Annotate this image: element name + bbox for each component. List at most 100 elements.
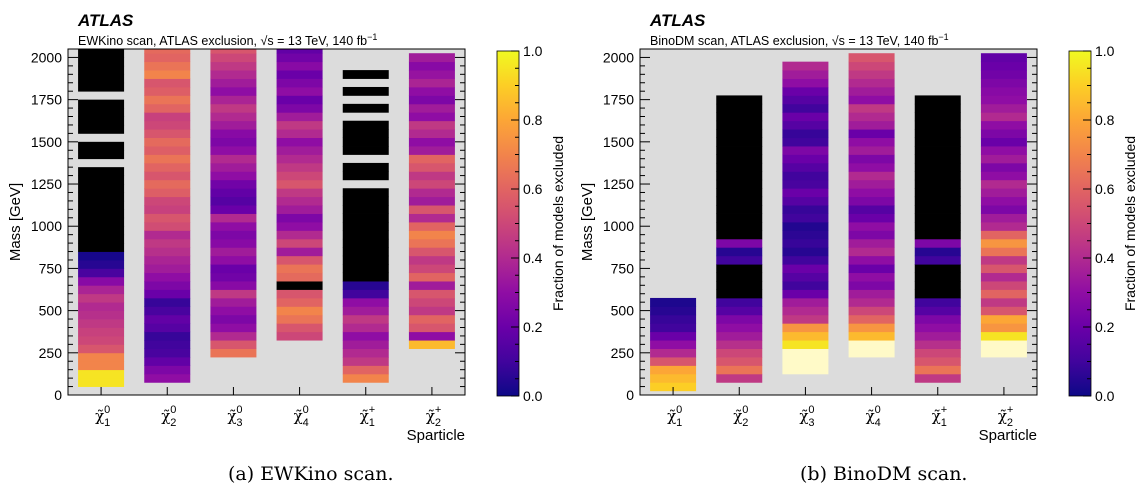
x-tick-label-2: χ̃ <box>227 407 236 425</box>
heat-cell <box>144 205 191 214</box>
heat-cell <box>342 357 389 366</box>
colorbar-tick-label: 0.2 <box>1095 319 1115 335</box>
heat-cell <box>210 95 257 105</box>
heat-cell <box>782 306 829 316</box>
colorbar-title: Fraction of models excluded <box>550 136 566 311</box>
heat-cell <box>210 120 257 130</box>
heat-cell <box>210 188 257 198</box>
heat-cell <box>78 150 125 160</box>
heat-cell <box>782 112 829 122</box>
heat-cell <box>408 297 455 307</box>
x-tick-label-3: χ̃ <box>294 407 303 425</box>
heat-cell <box>210 213 257 223</box>
heat-cell <box>408 53 455 63</box>
heat-cell <box>78 49 125 58</box>
y-tick-label: 0 <box>54 387 62 403</box>
heat-cell <box>342 348 389 358</box>
heat-cell <box>276 70 323 79</box>
x-tick-sub: 2 <box>435 417 441 429</box>
heat-cell <box>342 70 389 79</box>
heat-cell <box>210 247 257 257</box>
heat-cell <box>276 171 323 181</box>
x-tick-label-5: χ̃ <box>426 407 435 425</box>
heat-cell <box>980 179 1027 189</box>
colorbar-tick-label: 0.6 <box>523 181 543 197</box>
heat-cell <box>716 95 763 105</box>
heat-cell <box>78 167 125 176</box>
x-tick-sup: 0 <box>104 404 110 416</box>
heat-cell <box>276 120 323 130</box>
heat-cell <box>716 230 763 240</box>
heat-cell <box>210 162 257 172</box>
plot-subtitle: EWKino scan, ATLAS exclusion, √s = 13 Te… <box>78 32 377 48</box>
heat-cell <box>342 162 389 172</box>
heat-cell <box>848 103 895 113</box>
heat-cell <box>782 120 829 130</box>
heat-cell <box>716 179 763 189</box>
heat-cell <box>210 340 257 349</box>
heat-cell <box>848 86 895 96</box>
heat-cell <box>848 306 895 316</box>
heat-cell <box>342 314 389 324</box>
heat-cell <box>408 314 455 324</box>
heat-cell <box>78 57 125 67</box>
heat-cell <box>716 289 763 299</box>
x-tick-sup: 0 <box>676 404 682 416</box>
heat-cell <box>78 200 125 210</box>
heat-cell <box>144 179 191 189</box>
heat-cell <box>716 255 763 265</box>
plot-frame <box>67 48 466 396</box>
x-axis-title: Sparticle <box>407 427 465 444</box>
x-tick-sup: + <box>1007 404 1013 416</box>
heat-cell <box>408 323 455 333</box>
heat-cell <box>342 103 389 113</box>
heat-cell <box>144 247 191 257</box>
heat-cell <box>144 222 191 231</box>
colorbar-tick-label: 0.8 <box>523 112 543 128</box>
heat-cell <box>914 331 961 341</box>
plot-frame <box>639 48 1038 396</box>
colorbar-tick-label: 0.6 <box>1095 181 1115 197</box>
heat-cell <box>980 348 1027 358</box>
heat-cell <box>716 112 763 122</box>
heat-cell <box>408 154 455 164</box>
x-tick-sup: 0 <box>808 404 814 416</box>
heat-cell <box>716 314 763 324</box>
heat-cell <box>650 365 697 375</box>
heat-cell <box>144 264 191 274</box>
heat-cell <box>210 179 257 189</box>
heat-cell <box>408 78 455 88</box>
heat-cell <box>980 78 1027 88</box>
heat-cell <box>848 171 895 181</box>
heat-cell <box>78 319 125 328</box>
heat-cell <box>276 255 323 265</box>
heat-cell <box>650 297 697 307</box>
y-tick-label: 1250 <box>31 176 62 192</box>
heat-cell <box>276 179 323 189</box>
heat-cell <box>914 272 961 282</box>
heat-cell <box>144 230 191 240</box>
heat-cell <box>342 137 389 147</box>
heat-cell <box>716 365 763 375</box>
x-tick-label-5: χ̃ <box>998 407 1007 425</box>
heat-cell <box>276 137 323 147</box>
heat-cell <box>980 129 1027 139</box>
heat-cell <box>78 335 125 345</box>
y-tick-label: 1000 <box>31 218 62 234</box>
heat-cell <box>914 129 961 139</box>
x-axis-title: Sparticle <box>979 427 1037 444</box>
heat-cell <box>342 323 389 333</box>
colorbar-tick-label: 0.8 <box>1095 112 1115 128</box>
colorbar-tick-label: 1.0 <box>1095 43 1115 59</box>
atlas-label: ATLAS <box>649 11 706 30</box>
heat-cell <box>914 281 961 290</box>
heat-cell <box>980 289 1027 299</box>
heat-cell <box>914 171 961 181</box>
heat-cell <box>848 289 895 299</box>
heat-cell <box>848 340 895 349</box>
heat-cell <box>716 213 763 223</box>
heat-cell <box>342 247 389 257</box>
heat-cell <box>210 297 257 307</box>
